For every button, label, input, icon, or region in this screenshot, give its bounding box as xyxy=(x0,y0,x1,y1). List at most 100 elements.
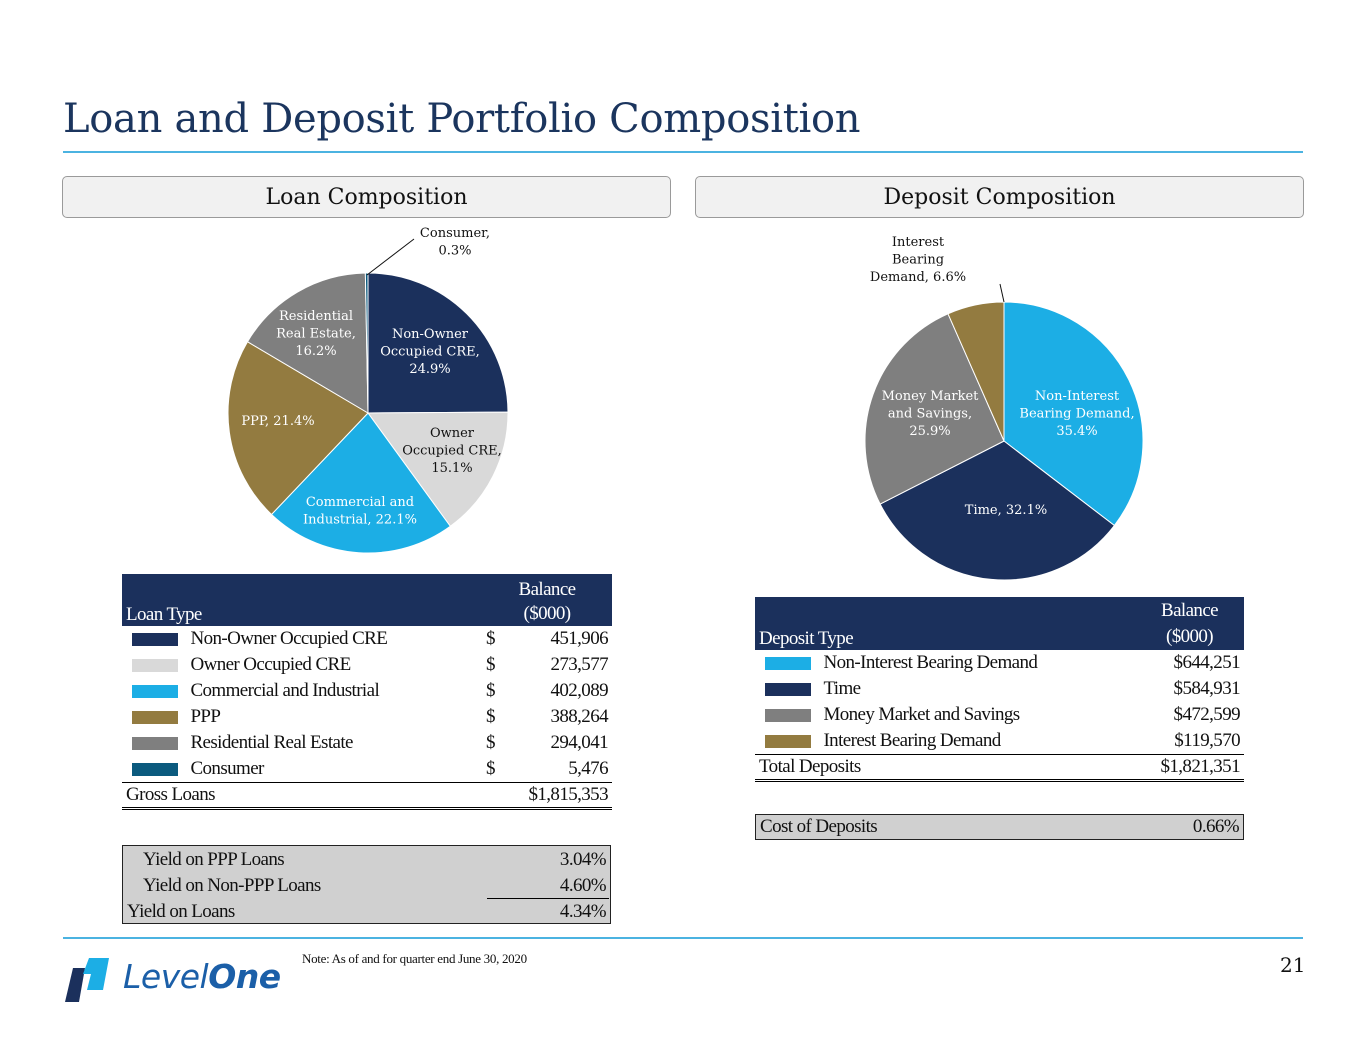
legend-swatch xyxy=(765,657,811,671)
levelone-logo-mark-icon xyxy=(65,958,109,1002)
deposit-balance-header: Balance ($000) xyxy=(1135,597,1244,650)
yield-row: Yield on Loans 4.34% xyxy=(123,899,610,925)
deposit-table: Deposit Type Balance ($000) Non-Interest… xyxy=(755,597,1244,782)
loan-composition-header: Loan Composition xyxy=(62,176,671,218)
pie-slice-money-market-and-savings xyxy=(864,313,1005,505)
deposit-row-amount: $119,570 xyxy=(1174,729,1240,751)
table-row: Non-Interest Bearing Demand $644,251 xyxy=(755,650,1244,676)
pie-label-commercial-and-industrial: Commercial and Industrial, 22.1% xyxy=(303,495,417,528)
pie-slice-non-interest-bearing-demand xyxy=(1003,301,1144,527)
loan-row-amount: 5,476 xyxy=(568,757,608,779)
loan-row-dollar: $ xyxy=(486,732,496,753)
levelone-logo-text: LevelOne xyxy=(123,957,281,996)
legend-swatch xyxy=(132,737,178,751)
title-divider xyxy=(63,151,1303,153)
loan-row-amount: 402,089 xyxy=(550,680,608,701)
deposit-composition-header: Deposit Composition xyxy=(695,176,1304,218)
deposit-balance-header-line1: Balance xyxy=(1161,600,1219,621)
gross-loans-amount: $1,815,353 xyxy=(482,781,612,810)
pie-label-non-interest-bearing-demand: Non-Interest Bearing Demand, 35.4% xyxy=(1019,389,1134,439)
leader-line xyxy=(366,238,415,276)
deposit-total-row: Total Deposits $1,821,351 xyxy=(755,753,1244,782)
pie-label-ppp: PPP, 21.4% xyxy=(241,414,314,429)
pie-slice-consumer xyxy=(364,272,369,414)
loan-table-header: Loan Type Balance ($000) xyxy=(122,574,612,626)
table-row: Consumer $ 5,476 xyxy=(122,756,612,782)
loan-row-name: Owner Occupied CRE xyxy=(190,654,351,675)
footnote: Note: As of and for quarter end June 30,… xyxy=(302,951,527,966)
loan-row-name: Consumer xyxy=(190,757,264,779)
loan-row-amount: 294,041 xyxy=(550,732,608,753)
loan-table: Loan Type Balance ($000) Non-Owner Occup… xyxy=(122,574,612,810)
pie-label-consumer: Consumer, 0.3% xyxy=(420,226,490,259)
cost-of-deposits-label: Cost of Deposits xyxy=(760,816,878,837)
yield-label: Yield on PPP Loans xyxy=(143,849,285,870)
legend-swatch xyxy=(132,762,178,776)
table-row: Time $584,931 xyxy=(755,676,1244,702)
pie-slice-residential-real-estate xyxy=(246,272,369,414)
loan-row-dollar: $ xyxy=(486,680,496,701)
page-title: Loan and Deposit Portfolio Composition xyxy=(63,96,861,142)
yield-value: 4.60% xyxy=(559,875,607,896)
total-deposits-amount: $1,821,351 xyxy=(1135,753,1244,782)
loan-balance-header-line2: ($000) xyxy=(523,603,571,624)
deposit-type-header: Deposit Type xyxy=(755,597,1135,650)
table-row: Commercial and Industrial $ 402,089 xyxy=(122,678,612,704)
levelone-logo: LevelOne xyxy=(63,956,303,1006)
yield-label: Yield on Non-PPP Loans xyxy=(143,875,321,896)
deposit-table-header: Deposit Type Balance ($000) xyxy=(755,597,1244,650)
pie-label-money-market-and-savings: Money Market and Savings, 25.9% xyxy=(882,389,980,439)
pie-label-owner-occupied-cre: Owner Occupied CRE, 15.1% xyxy=(402,426,502,476)
loan-row-name: Non-Owner Occupied CRE xyxy=(190,628,388,649)
loan-row-amount: 451,906 xyxy=(550,628,608,649)
logo-text-one: One xyxy=(208,957,281,996)
pie-label-interest-bearing-demand: Interest Bearing Demand, 6.6% xyxy=(870,235,966,285)
loan-row-amount: 388,264 xyxy=(550,706,608,727)
table-row: Non-Owner Occupied CRE $ 451,906 xyxy=(122,626,612,652)
legend-swatch xyxy=(132,633,178,647)
pie-slice-commercial-and-industrial xyxy=(270,412,451,554)
yield-label: Yield on Loans xyxy=(127,901,235,922)
page-number: 21 xyxy=(1280,953,1306,977)
deposit-row-amount: $472,599 xyxy=(1173,704,1241,725)
pie-label-non-owner-occupied-cre: Non-Owner Occupied CRE, 24.9% xyxy=(380,327,480,377)
deposit-balance-header-line2: ($000) xyxy=(1165,626,1214,647)
legend-swatch xyxy=(132,711,178,725)
yield-subtotal-line xyxy=(487,898,609,899)
cost-of-deposits-value: 0.66% xyxy=(1192,816,1240,837)
loan-type-header: Loan Type xyxy=(122,574,482,626)
loan-total-row: Gross Loans $1,815,353 xyxy=(122,781,612,810)
deposit-row-amount: $644,251 xyxy=(1173,652,1241,673)
loan-row-amount: 273,577 xyxy=(550,654,608,675)
table-row: Owner Occupied CRE $ 273,577 xyxy=(122,652,612,678)
legend-swatch xyxy=(765,734,811,748)
legend-swatch xyxy=(765,709,811,723)
yield-row: Yield on Non-PPP Loans 4.60% xyxy=(123,873,610,899)
loan-row-name: Commercial and Industrial xyxy=(190,680,380,701)
loan-row-name: Residential Real Estate xyxy=(190,732,353,753)
yield-box: Yield on PPP Loans 3.04% Yield on Non-PP… xyxy=(122,845,611,924)
loan-row-dollar: $ xyxy=(486,757,496,779)
table-row: Money Market and Savings $472,599 xyxy=(755,702,1244,728)
table-row: Interest Bearing Demand $119,570 xyxy=(755,728,1244,754)
table-row: PPP $ 388,264 xyxy=(122,704,612,730)
loan-row-dollar: $ xyxy=(486,628,496,649)
pie-label-residential-real-estate: Residential Real Estate, 16.2% xyxy=(276,309,356,359)
leader-line xyxy=(999,283,1005,303)
pie-label-time: Time, 32.1% xyxy=(965,503,1047,518)
legend-swatch xyxy=(132,685,178,699)
deposit-row-name: Time xyxy=(823,678,861,699)
pie-slice-time xyxy=(879,440,1116,581)
table-row: Residential Real Estate $ 294,041 xyxy=(122,730,612,756)
pie-slice-ppp xyxy=(227,341,369,516)
loan-balance-header-line1: Balance xyxy=(518,579,577,600)
deposit-row-amount: $584,931 xyxy=(1173,678,1241,699)
loan-row-dollar: $ xyxy=(486,654,496,675)
loan-row-dollar: $ xyxy=(486,706,496,727)
yield-value: 3.04% xyxy=(559,849,607,870)
loan-row-name: PPP xyxy=(190,706,221,727)
yield-value: 4.34% xyxy=(559,901,607,922)
legend-swatch xyxy=(132,659,178,673)
